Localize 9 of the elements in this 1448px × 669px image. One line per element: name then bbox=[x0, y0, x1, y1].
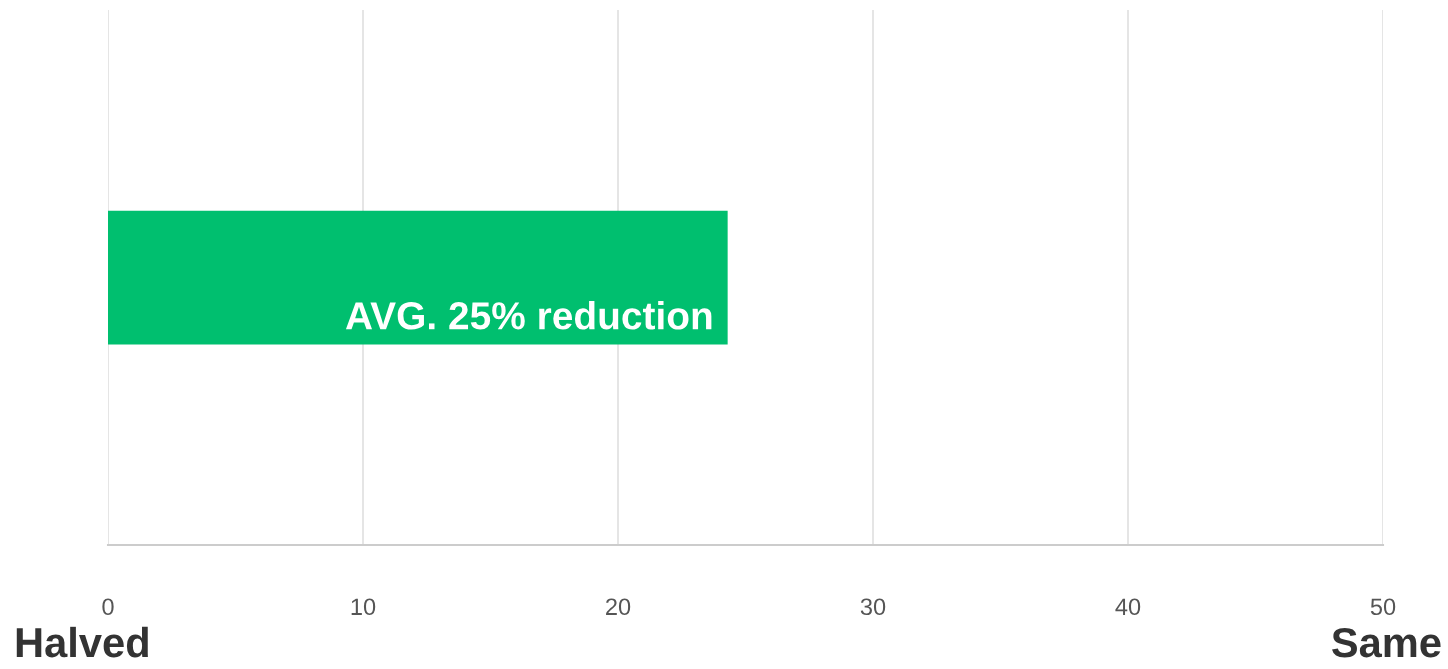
x-tick-label: 20 bbox=[606, 598, 631, 616]
x-tick-label: 30 bbox=[860, 598, 886, 616]
x-tick-label: 10 bbox=[351, 598, 376, 616]
annotation: AVG. 25% reduction bbox=[345, 301, 712, 330]
text: Halved bbox=[16, 626, 148, 658]
text: Same bbox=[1332, 627, 1441, 658]
x-tick-label: 40 bbox=[1115, 598, 1141, 616]
x-tick-label: 0 bbox=[102, 598, 114, 616]
x-tick-label: 50 bbox=[1370, 598, 1396, 616]
